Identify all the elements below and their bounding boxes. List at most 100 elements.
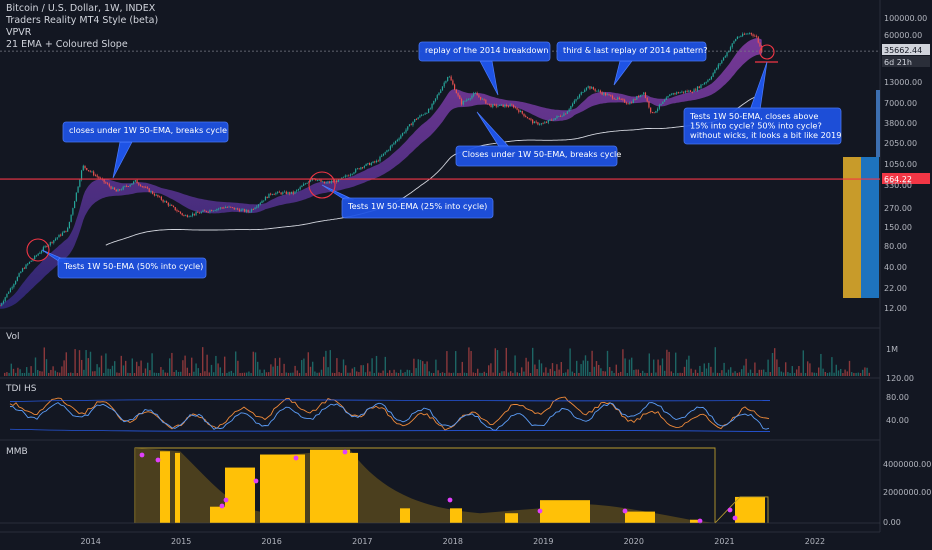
candle-body xyxy=(625,102,627,104)
candle-body xyxy=(540,123,542,125)
candle-body xyxy=(162,199,164,202)
mmb-signal-dot xyxy=(253,478,259,484)
volume-bar xyxy=(457,372,459,376)
volume-bar xyxy=(754,362,756,376)
volume-bar xyxy=(543,372,545,376)
candle-body xyxy=(257,204,260,207)
indicator-21-ema[interactable]: 21 EMA + Coloured Slope xyxy=(6,39,128,50)
candle-body xyxy=(395,140,397,144)
volume-bar xyxy=(100,355,103,376)
volume-bar xyxy=(474,373,477,376)
symbol-title[interactable]: Bitcoin / U.S. Dollar, 1W, INDEX xyxy=(6,3,156,14)
candle-body xyxy=(493,104,496,106)
candle-body xyxy=(571,103,574,107)
volume-bar xyxy=(488,365,490,376)
candle-body xyxy=(388,149,390,151)
candle-body xyxy=(604,92,607,96)
candle-body xyxy=(237,208,239,210)
indicator-vpvr[interactable]: VPVR xyxy=(6,27,32,38)
volume-bar xyxy=(349,372,351,376)
candle-body xyxy=(578,94,581,98)
volume-bar xyxy=(428,371,430,376)
tdi-tick-label: 120.00 xyxy=(886,374,914,383)
candle-body xyxy=(627,103,629,105)
candle-body xyxy=(757,36,759,43)
volume-bar xyxy=(721,370,723,376)
volume-bar xyxy=(426,361,428,376)
volume-bar xyxy=(237,360,239,376)
candle-body xyxy=(202,210,204,212)
candle-body xyxy=(174,207,176,211)
callout-replay-2014-box xyxy=(418,41,551,62)
volume-bar xyxy=(789,372,791,376)
volume-bar xyxy=(481,372,483,376)
candle-body xyxy=(545,122,548,124)
candle-body xyxy=(171,204,173,206)
candle-body xyxy=(539,124,541,126)
candle-body xyxy=(16,276,18,282)
volume-bar xyxy=(175,370,177,376)
candle-body xyxy=(731,43,733,48)
volume-bar xyxy=(633,369,635,376)
volume-bar xyxy=(226,372,228,376)
volume-bar xyxy=(446,351,448,376)
candle-body xyxy=(120,189,123,191)
volume-bar xyxy=(745,358,747,376)
time-tick-label: 2021 xyxy=(714,537,734,546)
volume-bar xyxy=(208,372,210,376)
countdown-tag xyxy=(882,56,930,67)
candle-body xyxy=(735,39,737,42)
candle-body xyxy=(523,113,525,117)
volume-bar xyxy=(747,372,749,376)
candle-body xyxy=(200,211,202,214)
volume-bar xyxy=(52,366,54,376)
volume-bar xyxy=(798,365,800,376)
volume-bar xyxy=(166,372,169,376)
candle-body xyxy=(427,109,430,113)
volume-bar xyxy=(10,363,12,376)
volume-bar xyxy=(840,368,842,376)
candle-body xyxy=(568,109,570,112)
volume-bar xyxy=(540,363,543,376)
volume-bar xyxy=(782,372,785,376)
candle-body xyxy=(143,186,145,188)
candle-body xyxy=(630,102,633,104)
volume-bar xyxy=(778,367,780,376)
callout-25pct-text: Tests 1W 50-EMA (25% into cycle) xyxy=(347,201,487,211)
volume-bar xyxy=(155,372,158,376)
candle-body xyxy=(42,247,44,251)
candle-body xyxy=(98,176,100,179)
volume-bar xyxy=(598,364,600,376)
volume-bar xyxy=(653,359,655,376)
mmb-bar xyxy=(297,454,305,523)
level-price-label: 664.22 xyxy=(884,175,912,184)
candle-body xyxy=(448,76,450,78)
candle-body xyxy=(13,284,15,288)
volume-bar xyxy=(802,350,804,376)
candle-body xyxy=(362,167,364,169)
volume-bar xyxy=(406,369,408,376)
volume-bar xyxy=(690,368,692,376)
candle-body xyxy=(167,202,169,206)
volume-bar xyxy=(371,358,373,376)
candle-body xyxy=(188,216,190,218)
volume-bar xyxy=(855,372,857,376)
volume-bar xyxy=(587,360,589,376)
candle-body xyxy=(204,210,206,212)
candle-body xyxy=(469,98,471,100)
candle-body xyxy=(89,170,91,172)
candle-body xyxy=(702,84,704,86)
volume-bar xyxy=(67,372,70,376)
candle-body xyxy=(476,93,478,96)
indicator-traders-reality[interactable]: Traders Reality MT4 Style (beta) xyxy=(6,15,159,26)
volume-bar xyxy=(771,352,774,376)
volume-bar xyxy=(303,358,305,376)
candle-body xyxy=(134,180,136,182)
mmb-signal-dot xyxy=(447,497,453,503)
candle-body xyxy=(412,121,414,126)
volume-bar xyxy=(866,367,868,376)
volume-bar xyxy=(45,359,48,376)
ema-test-circle xyxy=(308,171,336,199)
volume-bar xyxy=(259,369,261,376)
